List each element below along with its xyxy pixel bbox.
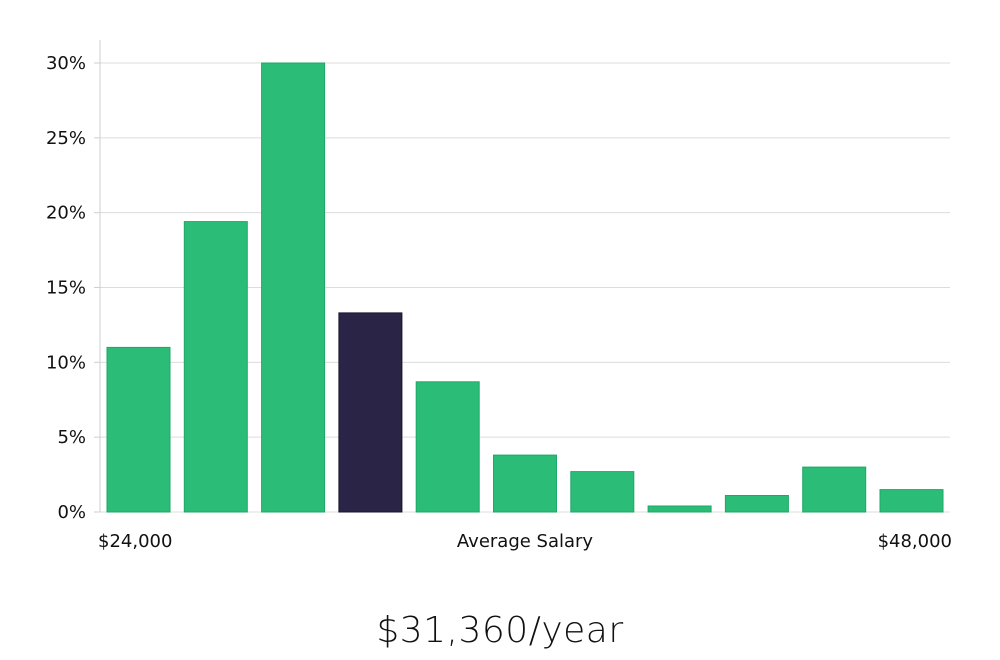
y-tick-label: 0% [57,502,86,523]
histogram-bar [493,454,557,513]
histogram-bar [183,221,248,513]
x-axis-max-label: $48,000 [878,531,952,552]
histogram-bar [261,62,326,513]
y-tick-label: 25% [46,128,86,149]
histogram-bar [415,381,480,513]
y-tick-label: 15% [46,278,86,299]
y-axis-ticks: 0% 5% 10% 15% 20% 25% 30% [46,53,100,523]
histogram-bar [879,489,944,513]
x-axis-min-label: $24,000 [98,531,172,552]
y-tick-label: 10% [46,352,86,373]
histogram-bar-highlighted [338,312,403,513]
y-tick-label: 20% [46,203,86,224]
histogram-bar [106,346,171,513]
x-axis-title: Average Salary [457,531,594,552]
salary-histogram: 0% 5% 10% 15% 20% 25% 30% $24,000 Average Sala… [46,40,952,552]
histogram-bars [106,62,944,513]
histogram-bar [647,505,712,513]
y-tick-label: 30% [46,53,86,74]
histogram-bar [802,466,867,513]
average-salary-value: $31,360/year [376,610,624,651]
histogram-bar [570,471,635,513]
y-tick-label: 5% [57,427,86,448]
histogram-bar [724,495,789,513]
